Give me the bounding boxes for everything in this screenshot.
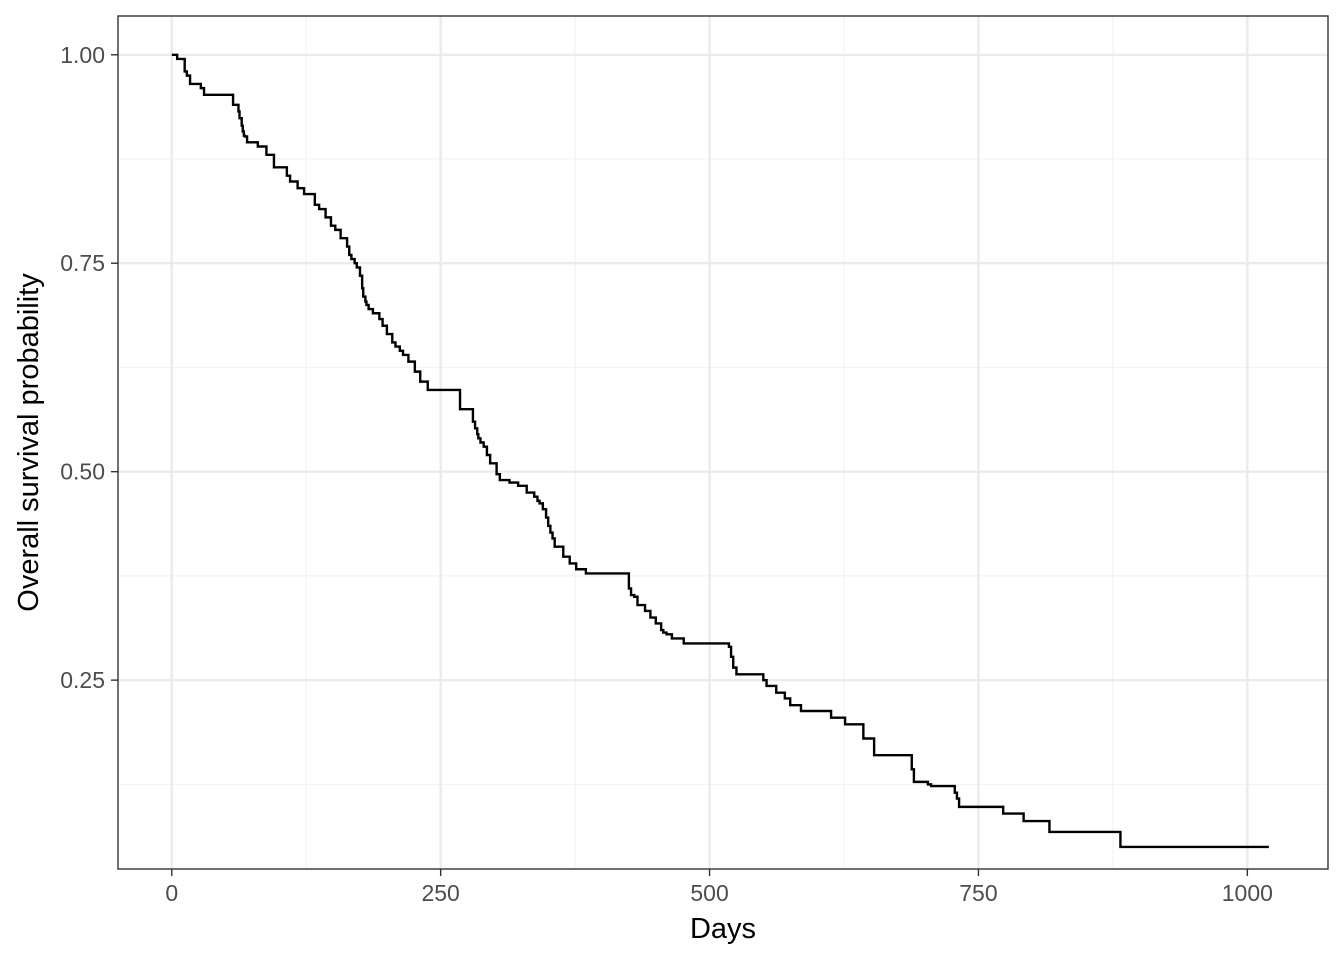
x-tick-label: 750 (959, 880, 997, 906)
y-tick-label: 0.75 (60, 250, 105, 276)
y-tick-label: 0.50 (60, 459, 105, 485)
grid-major (118, 16, 1328, 869)
y-tick-label: 1.00 (60, 42, 105, 68)
x-tick-label: 250 (421, 880, 459, 906)
y-axis-title: Overall survival probability (13, 273, 45, 612)
x-axis-ticks: 0 250 500 750 1000 (165, 869, 1273, 906)
x-axis-title: Days (690, 913, 756, 945)
x-tick-label: 0 (165, 880, 178, 906)
grid-minor (118, 16, 1328, 869)
x-tick-label: 1000 (1222, 880, 1273, 906)
survival-curve (171, 53, 1269, 849)
panel-border (117, 15, 1329, 870)
y-tick-label: 0.25 (60, 667, 105, 693)
x-tick-label: 500 (690, 880, 728, 906)
y-axis-ticks: 0.25 0.50 0.75 1.00 (60, 42, 118, 693)
